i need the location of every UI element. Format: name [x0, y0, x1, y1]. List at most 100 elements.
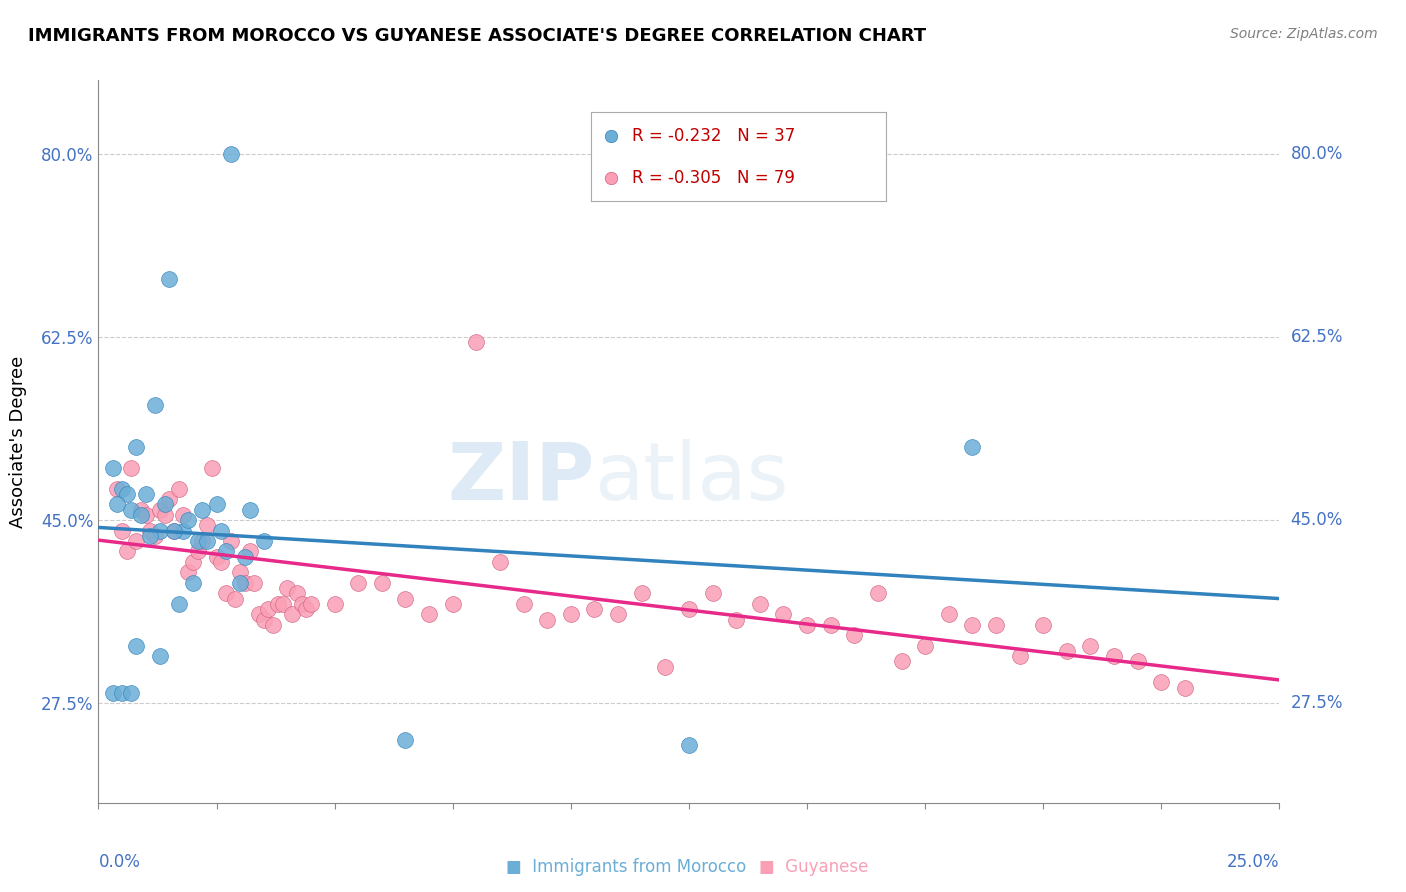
- Point: [253, 534, 276, 549]
- Point: [281, 607, 304, 622]
- Point: [172, 508, 194, 522]
- Point: [600, 129, 623, 144]
- Point: [121, 460, 143, 475]
- Point: [205, 549, 228, 564]
- Point: [115, 544, 138, 558]
- Point: [111, 686, 134, 700]
- Point: [253, 613, 276, 627]
- Point: [149, 502, 172, 516]
- Point: [678, 738, 700, 752]
- Point: [181, 575, 204, 590]
- Point: [890, 655, 912, 669]
- Point: [224, 591, 246, 606]
- Point: [195, 518, 218, 533]
- Point: [195, 534, 218, 549]
- Point: [129, 502, 152, 516]
- Point: [630, 586, 652, 600]
- Point: [105, 497, 128, 511]
- Text: atlas: atlas: [595, 439, 789, 516]
- Point: [205, 497, 228, 511]
- Point: [267, 597, 290, 611]
- Point: [914, 639, 936, 653]
- Point: [101, 460, 124, 475]
- Point: [243, 575, 266, 590]
- Point: [418, 607, 440, 622]
- Point: [1126, 655, 1149, 669]
- Point: [129, 508, 152, 522]
- Point: [394, 733, 416, 747]
- Point: [536, 613, 558, 627]
- Point: [247, 607, 270, 622]
- Point: [295, 602, 318, 616]
- Point: [299, 597, 322, 611]
- Point: [201, 460, 224, 475]
- Text: ZIP: ZIP: [447, 439, 595, 516]
- Point: [143, 529, 166, 543]
- Point: [772, 607, 794, 622]
- Text: 80.0%: 80.0%: [1291, 145, 1343, 162]
- Point: [276, 581, 298, 595]
- Point: [153, 508, 176, 522]
- Point: [512, 597, 534, 611]
- Point: [271, 597, 294, 611]
- Point: [125, 639, 148, 653]
- Point: [229, 566, 252, 580]
- Point: [172, 524, 194, 538]
- Point: [233, 575, 256, 590]
- Point: [262, 617, 284, 632]
- Point: [239, 502, 262, 516]
- Point: [187, 544, 209, 558]
- Point: [583, 602, 606, 616]
- Point: [347, 575, 370, 590]
- Text: 62.5%: 62.5%: [1291, 328, 1343, 346]
- Point: [1056, 644, 1078, 658]
- Point: [191, 534, 214, 549]
- Point: [1150, 675, 1173, 690]
- Text: IMMIGRANTS FROM MOROCCO VS GUYANESE ASSOCIATE'S DEGREE CORRELATION CHART: IMMIGRANTS FROM MOROCCO VS GUYANESE ASSO…: [28, 27, 927, 45]
- Point: [191, 502, 214, 516]
- Text: 25.0%: 25.0%: [1227, 854, 1279, 871]
- Text: 27.5%: 27.5%: [1291, 694, 1343, 713]
- Point: [607, 607, 630, 622]
- Point: [149, 524, 172, 538]
- Point: [139, 529, 162, 543]
- Point: [239, 544, 262, 558]
- Point: [290, 597, 312, 611]
- Point: [215, 586, 238, 600]
- Point: [153, 497, 176, 511]
- Point: [1174, 681, 1197, 695]
- Point: [139, 524, 162, 538]
- Point: [101, 686, 124, 700]
- Text: 45.0%: 45.0%: [1291, 511, 1343, 529]
- Point: [181, 555, 204, 569]
- Text: ■  Immigrants from Morocco: ■ Immigrants from Morocco: [506, 858, 747, 876]
- Point: [157, 272, 180, 286]
- Point: [1008, 649, 1031, 664]
- Point: [209, 555, 232, 569]
- Point: [702, 586, 724, 600]
- Point: [560, 607, 582, 622]
- Point: [125, 440, 148, 454]
- Point: [209, 524, 232, 538]
- Point: [163, 524, 186, 538]
- Point: [177, 566, 200, 580]
- Point: [866, 586, 889, 600]
- Point: [323, 597, 346, 611]
- Point: [135, 508, 157, 522]
- Point: [121, 686, 143, 700]
- Point: [163, 524, 186, 538]
- Point: [678, 602, 700, 616]
- Point: [105, 482, 128, 496]
- Point: [115, 487, 138, 501]
- Point: [441, 597, 464, 611]
- Point: [844, 628, 866, 642]
- Point: [149, 649, 172, 664]
- Point: [125, 534, 148, 549]
- Point: [167, 482, 190, 496]
- Point: [394, 591, 416, 606]
- Point: [1102, 649, 1125, 664]
- Point: [187, 534, 209, 549]
- Point: [135, 487, 157, 501]
- Point: [157, 492, 180, 507]
- Text: ■  Guyanese: ■ Guyanese: [759, 858, 869, 876]
